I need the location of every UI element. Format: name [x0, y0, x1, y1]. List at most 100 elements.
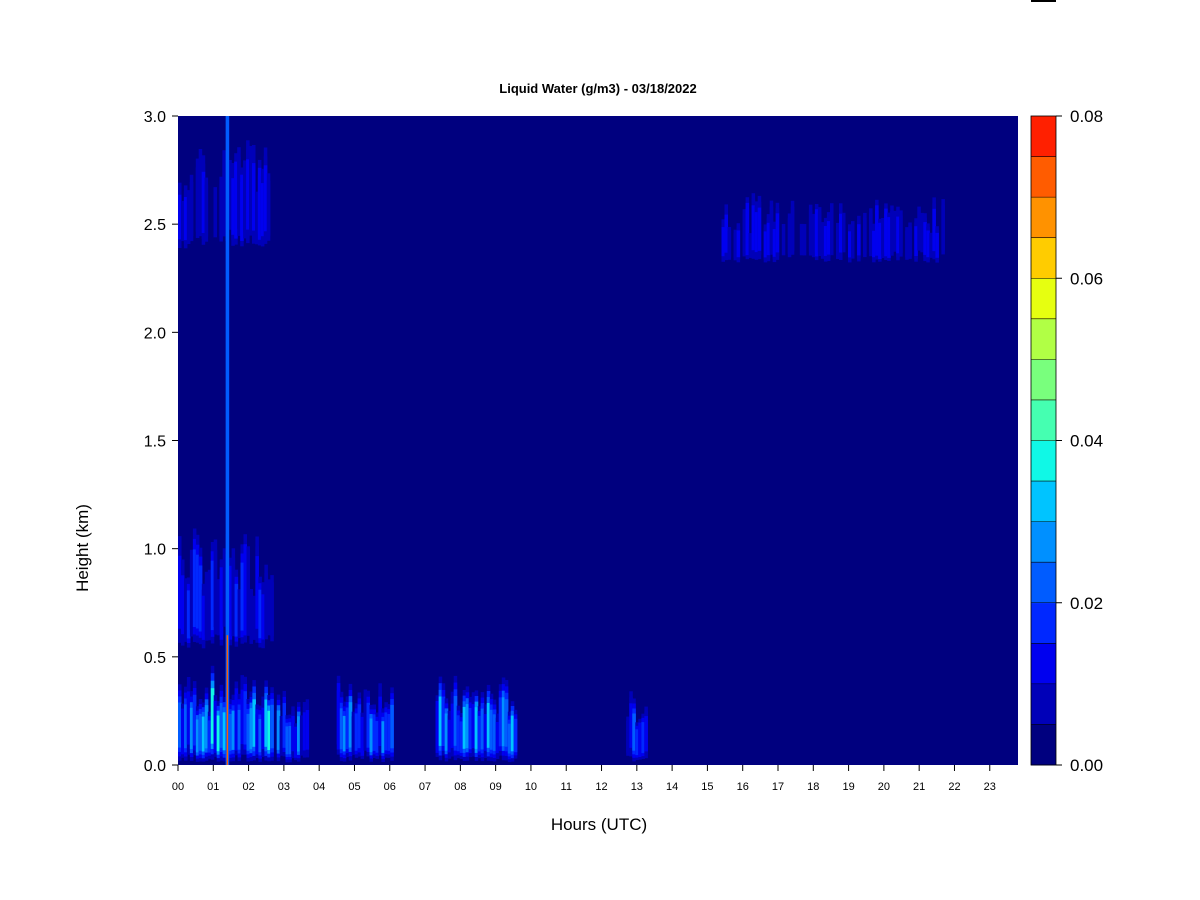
heatmap-cell	[360, 721, 365, 753]
heatmap-cell	[178, 194, 182, 240]
heatmap-cell	[243, 168, 247, 233]
heatmap-cell	[339, 708, 344, 750]
heatmap-cell	[465, 704, 470, 749]
heatmap-cell	[742, 214, 747, 253]
heatmap-cell	[480, 708, 485, 750]
heatmap-cell	[198, 713, 203, 751]
heatmap-cell	[632, 713, 636, 751]
heatmap-cell	[733, 233, 738, 258]
heatmap-cell	[201, 716, 206, 752]
heatmap-cells	[178, 116, 945, 765]
heatmap-cell	[225, 116, 230, 765]
x-tick-label: 13	[631, 781, 643, 793]
heatmap-cell	[369, 718, 373, 753]
heatmap-cell	[736, 230, 741, 258]
heatmap-cell	[261, 707, 265, 750]
heatmap-cell	[192, 549, 197, 627]
colorbar-tick-label: 0.08	[1070, 107, 1103, 126]
heatmap-cell	[189, 182, 194, 236]
heatmap-cell	[192, 694, 197, 746]
heatmap-cell	[453, 696, 458, 746]
liquid-water-region	[336, 675, 394, 762]
heatmap-cell	[724, 214, 728, 253]
heatmap-cell	[216, 715, 221, 752]
x-tick-label: 16	[737, 781, 749, 793]
heatmap-cell	[635, 729, 639, 756]
heatmap-cell	[302, 712, 307, 751]
colorbar-bin	[1031, 197, 1056, 239]
heatmap-cell	[195, 719, 200, 753]
heatmap-cell	[288, 726, 292, 755]
heatmap-cell	[260, 183, 265, 237]
heatmap-cell	[263, 165, 268, 232]
heatmap-cell	[258, 719, 262, 753]
heatmap-cell	[492, 714, 497, 751]
heatmap-cell	[372, 714, 376, 751]
heatmap-cell	[787, 218, 792, 254]
colorbar-tick-label: 0.04	[1070, 432, 1103, 451]
colorbar-bin	[1031, 399, 1056, 441]
colorbar-bin	[1031, 116, 1056, 157]
heatmap-cell	[917, 206, 921, 251]
x-tick-label: 10	[525, 781, 537, 793]
heatmap-cell	[240, 562, 244, 631]
heatmap-cell	[282, 703, 286, 748]
heatmap-cell	[228, 714, 233, 751]
heatmap-cell	[270, 582, 274, 637]
heatmap-cell	[932, 208, 936, 252]
x-axis-label: Hours (UTC)	[551, 815, 647, 834]
x-tick-label: 22	[948, 781, 960, 793]
heatmap-cell	[297, 716, 301, 752]
x-axis: 00 01 02 03 04 05 06 07 08 09 10 11 12 13 14 15 16 17 18 19…	[172, 765, 996, 793]
x-tick-label: 07	[419, 781, 431, 793]
heatmap-cell	[342, 715, 347, 752]
heatmap-cell	[198, 158, 203, 230]
heatmap-cell	[305, 710, 310, 750]
heatmap-cell	[291, 715, 295, 752]
heatmap-cell	[851, 225, 855, 256]
heatmap-cell	[257, 175, 262, 235]
heatmap-cell	[802, 224, 807, 256]
heatmap-cell	[246, 713, 250, 751]
heatmap-cell	[186, 691, 191, 745]
heatmap-cell	[459, 721, 464, 753]
heatmap-cell	[228, 573, 233, 634]
heatmap-cell	[255, 197, 259, 241]
heatmap-cell	[914, 226, 918, 256]
colorbar: 0.00 0.02 0.04 0.06 0.08	[1030, 107, 1103, 775]
heatmap-cell	[234, 583, 239, 637]
heatmap-cell	[501, 697, 506, 747]
x-tick-label: 06	[384, 781, 396, 793]
heatmap-cell	[848, 231, 852, 258]
heatmap-cell	[842, 212, 846, 253]
heatmap-cell	[213, 549, 218, 628]
x-tick-label: 23	[984, 781, 996, 793]
heatmap-cell	[751, 205, 756, 251]
heatmap-cell	[881, 222, 885, 255]
colorbar-bin	[1031, 318, 1056, 360]
heatmap-cell	[237, 709, 242, 750]
heatmap-cell	[228, 160, 232, 230]
colorbar-tick-label: 0.02	[1070, 594, 1103, 613]
heatmap-cell	[745, 208, 750, 252]
heatmap-cell	[237, 589, 242, 639]
heatmap-cell	[279, 720, 284, 753]
heatmap-cell	[438, 696, 443, 746]
heatmap-cell	[213, 706, 218, 749]
heatmap-cell	[204, 579, 209, 636]
heatmap-cell	[264, 699, 268, 747]
x-tick-label: 17	[772, 781, 784, 793]
heatmap-cell	[181, 575, 185, 635]
heatmap-cell	[878, 226, 882, 257]
heatmap-cell	[252, 595, 256, 640]
heatmap-cell	[270, 704, 274, 749]
heatmap-cell	[255, 714, 259, 751]
heatmap-cell	[240, 182, 244, 236]
heatmap-cell	[249, 155, 253, 229]
heatmap-cell	[811, 218, 816, 254]
heatmap-cell	[814, 214, 819, 253]
heatmap-cell	[204, 184, 209, 237]
heatmap-cell	[941, 205, 945, 251]
heatmap-cell	[252, 699, 256, 747]
x-tick-label: 14	[666, 781, 678, 793]
